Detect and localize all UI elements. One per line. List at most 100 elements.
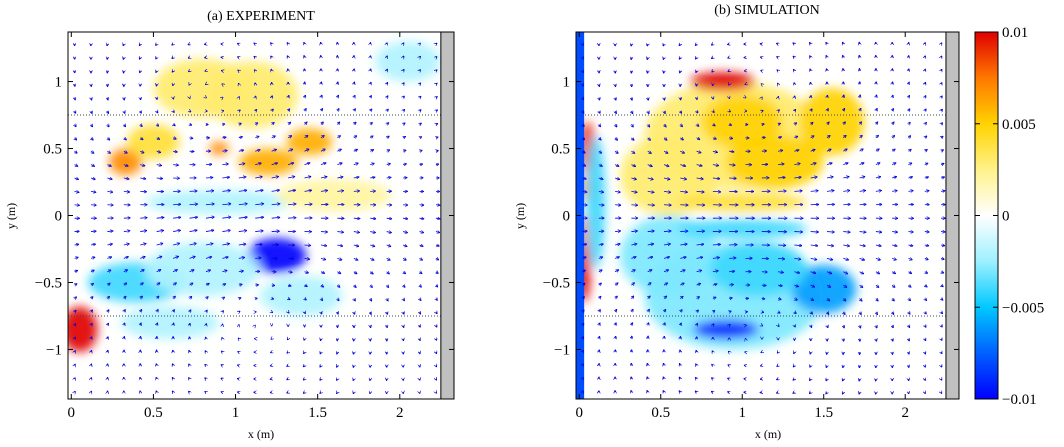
velocity-arrow [794, 299, 797, 300]
velocity-arrow [255, 150, 260, 151]
velocity-arrow [189, 230, 197, 231]
velocity-arrow [156, 256, 162, 258]
velocity-arrow [794, 123, 796, 125]
velocity-arrow [843, 232, 850, 233]
velocity-arrow [287, 56, 288, 58]
velocity-arrow [140, 310, 141, 312]
velocity-arrow [403, 312, 404, 314]
velocity-arrow [172, 283, 176, 285]
velocity-arrow [827, 109, 828, 111]
velocity-arrow [859, 272, 864, 274]
velocity-arrow [908, 96, 909, 98]
velocity-arrow [403, 137, 405, 138]
velocity-arrow [908, 232, 913, 233]
velocity-arrow [387, 272, 390, 274]
velocity-arrow [941, 109, 942, 111]
velocity-arrow [222, 177, 229, 178]
field-blob [145, 190, 294, 215]
velocity-arrow [794, 136, 797, 137]
velocity-arrow [436, 325, 437, 327]
velocity-arrow [337, 272, 340, 274]
velocity-arrow [387, 299, 388, 301]
velocity-arrow [663, 283, 667, 285]
velocity-arrow [205, 191, 214, 192]
velocity-arrow [387, 69, 388, 71]
velocity-arrow [729, 138, 732, 139]
velocity-arrow [793, 43, 794, 44]
velocity-arrow [436, 124, 438, 125]
velocity-arrow [941, 312, 942, 314]
velocity-arrow [304, 245, 311, 246]
velocity-arrow [255, 136, 259, 138]
velocity-arrow [205, 204, 214, 205]
velocity-arrow [321, 299, 323, 301]
velocity-arrow [387, 285, 389, 287]
velocity-arrow [75, 111, 76, 113]
velocity-arrow [680, 165, 685, 167]
velocity-arrow [696, 165, 702, 166]
colorbar-tick-label: 0 [1002, 209, 1010, 225]
velocity-arrow [599, 84, 600, 86]
velocity-arrow [172, 44, 173, 45]
velocity-arrow [74, 165, 78, 167]
velocity-arrow [157, 323, 158, 325]
velocity-arrow [387, 109, 389, 111]
velocity-arrow [353, 177, 359, 178]
velocity-arrow [794, 312, 796, 314]
velocity-arrow [631, 178, 636, 179]
velocity-arrow [190, 310, 191, 312]
y-tick-label: 0 [563, 209, 571, 225]
velocity-arrow [172, 57, 173, 58]
velocity-arrow [353, 191, 360, 192]
velocity-arrow [337, 312, 338, 314]
y-tick-label: −0.5 [35, 275, 62, 291]
velocity-arrow [304, 258, 310, 259]
velocity-arrow [843, 55, 844, 57]
velocity-arrow [631, 165, 635, 167]
velocity-arrow [827, 312, 829, 314]
velocity-arrow [778, 272, 783, 273]
velocity-arrow [925, 150, 927, 152]
velocity-arrow [436, 339, 437, 340]
velocity-arrow [925, 109, 926, 111]
velocity-arrow [647, 283, 651, 285]
velocity-arrow [647, 165, 652, 167]
velocity-arrow [370, 272, 373, 274]
velocity-arrow [272, 109, 273, 111]
velocity-arrow [941, 150, 943, 151]
velocity-arrow [206, 310, 207, 312]
y-tick-label: −0.5 [543, 275, 570, 291]
velocity-arrow [794, 163, 800, 164]
velocity-arrow [222, 217, 230, 218]
velocity-arrow [173, 243, 179, 245]
velocity-arrow [157, 111, 158, 113]
velocity-arrow [599, 124, 601, 126]
velocity-arrow [370, 82, 371, 84]
velocity-arrow [777, 43, 778, 44]
velocity-arrow [353, 232, 360, 233]
velocity-arrow [305, 312, 306, 313]
velocity-arrow [599, 296, 601, 298]
velocity-arrow [435, 232, 440, 233]
velocity-arrow [189, 243, 197, 245]
velocity-arrow [140, 165, 144, 166]
velocity-arrow [614, 257, 619, 259]
x-axis-label-simulation: x (m) [755, 427, 781, 441]
y-tick-label: 0.5 [43, 142, 62, 158]
velocity-arrow [664, 310, 666, 312]
field-blob [209, 141, 229, 156]
velocity-arrow [402, 258, 406, 260]
velocity-arrow [826, 379, 827, 381]
velocity-arrow [402, 245, 407, 246]
field-blob [725, 135, 824, 189]
velocity-arrow [908, 149, 911, 151]
velocity-arrow [680, 191, 687, 192]
velocity-arrow [370, 69, 371, 71]
velocity-arrow [941, 191, 945, 192]
velocity-arrow [370, 245, 374, 246]
velocity-arrow [156, 44, 157, 45]
velocity-arrow [436, 312, 437, 314]
velocity-arrow [436, 57, 437, 58]
velocity-arrow [320, 366, 321, 367]
x-tick-label: 0.5 [144, 405, 163, 421]
